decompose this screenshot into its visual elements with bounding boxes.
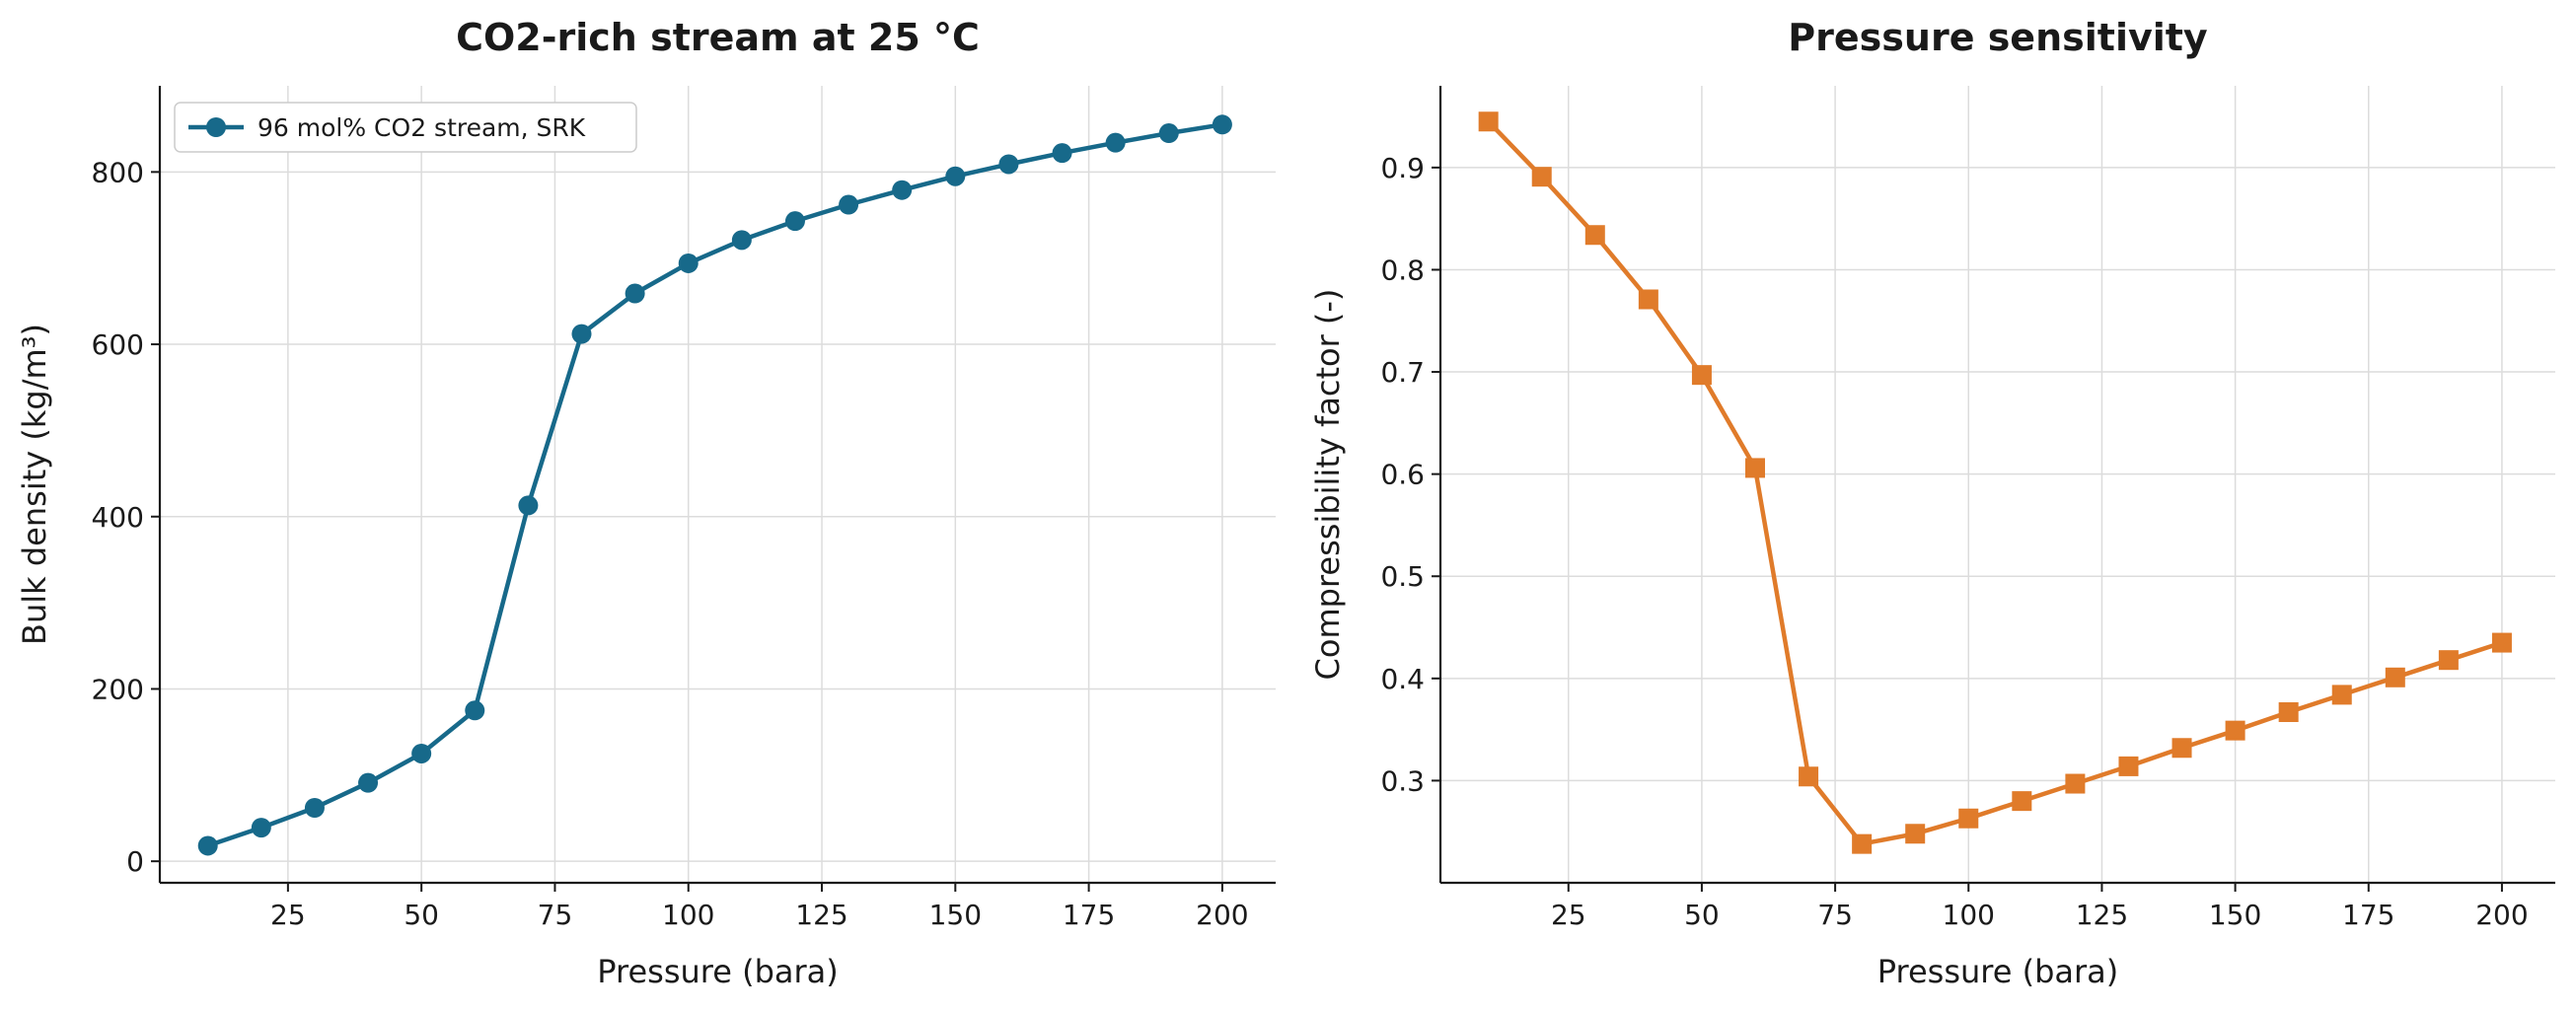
compressibility-data-point	[1478, 111, 1499, 132]
density-data-point	[731, 230, 752, 251]
legend-box	[174, 102, 637, 153]
density-legend: 96 mol% CO2 stream, SRK	[174, 102, 637, 153]
compressibility-data-point	[1905, 824, 1926, 844]
compressibility-chart: Pressure sensitivity Pressure (bara) Com…	[1309, 16, 2555, 990]
density-data-point	[197, 835, 218, 856]
compressibility-y-tick-label: 0.9	[1380, 152, 1425, 184]
compressibility-data-point	[1531, 167, 1552, 187]
compressibility-y-tick-label: 0.4	[1380, 663, 1425, 695]
compressibility-data-point	[2385, 667, 2405, 687]
density-grid	[160, 86, 1276, 883]
compressibility-data-point	[2171, 738, 2192, 759]
density-data-point	[998, 154, 1019, 175]
density-data-point	[518, 495, 539, 516]
compressibility-data-point	[1799, 766, 1819, 787]
compressibility-data-point	[2012, 791, 2032, 812]
density-data-point	[1212, 114, 1232, 135]
density-chart: CO2-rich stream at 25 °C Pressure (bara)…	[16, 16, 1276, 990]
density-y-tick-label: 0	[126, 845, 144, 878]
compressibility-y-tick-label: 0.3	[1380, 764, 1425, 797]
compressibility-x-axis-label: Pressure (bara)	[1877, 953, 2118, 990]
density-x-tick-label: 100	[662, 899, 714, 931]
compressibility-data-point	[1958, 808, 1979, 829]
compressibility-data-point	[2491, 632, 2512, 653]
density-data-point	[1158, 123, 1179, 144]
compressibility-data-point	[1852, 833, 1873, 854]
density-x-axis-label: Pressure (bara)	[597, 953, 838, 990]
compressibility-data-point	[2438, 650, 2459, 671]
density-data-point	[784, 211, 805, 232]
compressibility-data-point	[2225, 720, 2245, 741]
density-data-point	[892, 180, 913, 200]
density-data-point	[571, 324, 592, 344]
density-data-point	[945, 166, 966, 186]
compressibility-x-tick-label: 175	[2342, 899, 2394, 931]
density-y-tick-label: 200	[92, 673, 144, 705]
compressibility-x-tick-label: 50	[1684, 899, 1720, 931]
compressibility-data-point	[2118, 756, 2139, 776]
compressibility-y-tick-label: 0.5	[1380, 560, 1425, 593]
density-data-point	[1052, 143, 1072, 164]
compressibility-x-tick-label: 200	[2475, 899, 2528, 931]
density-x-tick-label: 175	[1063, 899, 1115, 931]
compressibility-x-tick-label: 100	[1943, 899, 1995, 931]
compressibility-grid	[1440, 86, 2555, 883]
legend-label: 96 mol% CO2 stream, SRK	[258, 113, 586, 142]
density-data-point	[251, 818, 271, 838]
density-data-point	[625, 283, 645, 304]
compressibility-y-tick-label: 0.7	[1380, 356, 1425, 389]
density-data-point	[304, 798, 325, 819]
density-data-point	[839, 194, 859, 215]
compressibility-data-point	[2278, 702, 2299, 723]
compressibility-x-tick-label: 150	[2209, 899, 2261, 931]
density-x-tick-label: 125	[795, 899, 847, 931]
density-y-axis-label: Bulk density (kg/m³)	[16, 324, 53, 645]
density-y-tick-label: 400	[92, 501, 144, 534]
compressibility-data-point	[1691, 365, 1712, 386]
density-data-point	[465, 700, 485, 721]
compressibility-x-tick-label: 25	[1551, 899, 1586, 931]
density-x-tick-label: 50	[404, 899, 439, 931]
density-series-line	[206, 122, 1223, 848]
compressibility-y-tick-label: 0.8	[1380, 253, 1425, 286]
compressibility-x-tick-label: 125	[2076, 899, 2128, 931]
density-data-point	[1105, 132, 1126, 153]
density-data-point	[411, 743, 432, 763]
compressibility-data-point	[2331, 685, 2352, 705]
density-y-tick-label: 800	[92, 156, 144, 188]
density-x-tick-label: 75	[538, 899, 573, 931]
density-data-point	[358, 772, 379, 793]
compressibility-data-point	[2065, 773, 2086, 794]
compressibility-data-point	[1584, 225, 1605, 246]
density-x-tick-label: 200	[1196, 899, 1248, 931]
compressibility-chart-title: Pressure sensitivity	[1788, 16, 2208, 59]
density-y-tick-label: 600	[92, 328, 144, 361]
density-data-point	[678, 253, 699, 273]
legend-marker	[206, 117, 226, 137]
compressibility-y-axis-label: Compressibility factor (-)	[1309, 289, 1347, 681]
density-x-tick-label: 25	[270, 899, 306, 931]
compressibility-y-tick-label: 0.6	[1380, 459, 1425, 491]
density-x-tick-label: 150	[929, 899, 982, 931]
compressibility-x-tick-label: 75	[1817, 899, 1853, 931]
density-chart-title: CO2-rich stream at 25 °C	[456, 16, 980, 59]
compressibility-series-line	[1487, 119, 2503, 846]
compressibility-data-point	[1744, 458, 1765, 478]
compressibility-data-point	[1638, 289, 1658, 310]
